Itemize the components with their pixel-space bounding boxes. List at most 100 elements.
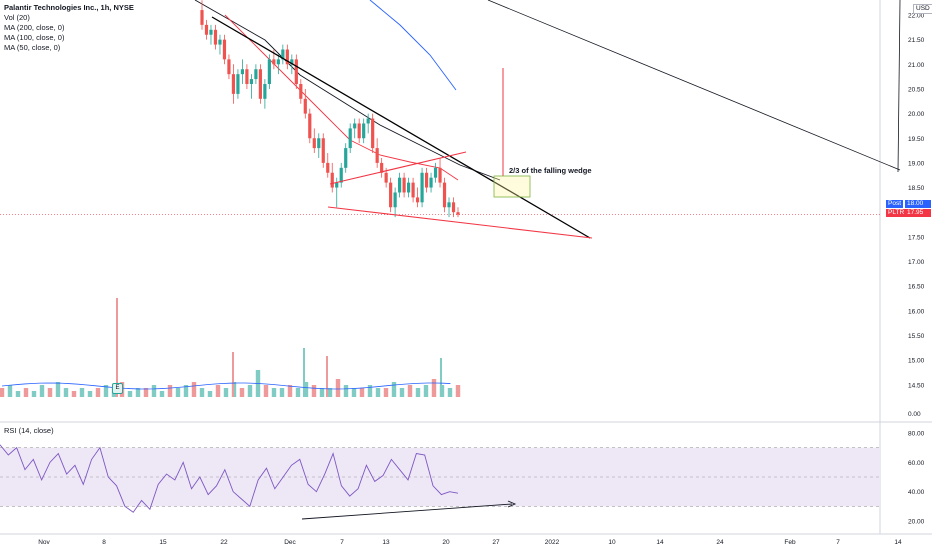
rsi-tick-label: 20.00 xyxy=(908,519,925,526)
rsi-band xyxy=(0,447,880,507)
volume-bar xyxy=(159,391,165,397)
candle-body xyxy=(281,49,285,60)
volume-bar xyxy=(232,352,234,397)
volume-bar xyxy=(279,388,285,397)
candle-body xyxy=(227,59,231,75)
volume-bar xyxy=(135,388,141,397)
candle-body xyxy=(420,172,424,203)
candle-body xyxy=(402,177,406,193)
candle-body xyxy=(424,172,429,188)
time-tick-label: 8 xyxy=(102,539,106,546)
rsi-tick-label: 40.00 xyxy=(908,489,925,496)
candle-body xyxy=(249,79,254,85)
symbol-price-value: 17.95 xyxy=(905,209,931,217)
rsi-series-line xyxy=(0,444,459,513)
volume-bar xyxy=(15,391,21,397)
legend: Palantir Technologies Inc., 1h, NYSE Vol… xyxy=(4,3,134,53)
price-tick-label: 21.00 xyxy=(908,62,925,69)
indicator-ma50[interactable]: MA (50, close, 0) xyxy=(4,43,61,52)
price-tick-label: 20.50 xyxy=(908,86,925,93)
symbol-title[interactable]: Palantir Technologies Inc., 1h, NYSE xyxy=(4,3,134,12)
candle-body xyxy=(330,172,334,188)
rsi-indicator-label[interactable]: RSI (14, close) xyxy=(4,426,54,435)
candle-body xyxy=(312,138,316,149)
price-tick-label: 19.50 xyxy=(908,136,925,143)
volume-bar xyxy=(191,382,197,397)
candle-body xyxy=(393,192,397,208)
indicator-ma100[interactable]: MA (100, close, 0) xyxy=(4,33,65,42)
target-zone-box xyxy=(493,175,531,198)
volume-bar xyxy=(116,298,118,397)
candle-body xyxy=(429,177,433,188)
candle-body xyxy=(344,148,348,168)
rsi-line xyxy=(0,444,517,520)
ma100-line xyxy=(369,0,457,91)
candle-body xyxy=(236,74,240,94)
currency-label[interactable]: USD xyxy=(913,4,932,14)
candle-body xyxy=(348,128,352,149)
volume-bar xyxy=(7,385,13,397)
volume-bar xyxy=(167,385,173,397)
time-tick-label: Dec xyxy=(284,539,296,546)
candle-body xyxy=(213,29,218,45)
price-tick-label: 17.00 xyxy=(908,259,925,266)
price-tick-label: 21.50 xyxy=(908,37,925,44)
candle-body xyxy=(222,39,227,60)
volume-bar xyxy=(47,388,53,397)
candlesticks xyxy=(200,0,460,218)
volume-bar xyxy=(95,388,101,397)
indicator-ma200[interactable]: MA (200, close, 0) xyxy=(4,23,65,32)
wedge-annotation: 2/3 of the falling wedge xyxy=(509,166,592,175)
candle-body xyxy=(433,167,438,178)
candle-body xyxy=(411,182,415,198)
candle-body xyxy=(204,24,209,35)
volume-bar xyxy=(223,388,229,397)
volume-bar xyxy=(87,391,93,397)
candle-body xyxy=(240,69,245,75)
candle-body xyxy=(366,118,370,124)
vertical-marker-line xyxy=(897,0,901,173)
trend-drawings xyxy=(0,0,901,239)
candle-body xyxy=(272,59,276,65)
candle-body xyxy=(339,167,343,183)
volume-bar xyxy=(55,382,61,397)
volume-bar xyxy=(151,385,157,397)
volume-bar xyxy=(175,388,181,397)
candle-body xyxy=(438,167,442,183)
candle-body xyxy=(276,59,280,65)
candle-body xyxy=(371,118,375,149)
volume-bar xyxy=(103,385,109,397)
indicator-volume[interactable]: Vol (20) xyxy=(4,13,30,22)
price-tick-label: 19.00 xyxy=(908,160,925,167)
volume-bar xyxy=(351,388,357,397)
ma200-line xyxy=(194,0,501,181)
candle-body xyxy=(290,59,294,65)
time-tick-label: 24 xyxy=(716,539,724,546)
volume-bar xyxy=(391,382,397,397)
candle-body xyxy=(335,182,339,188)
volume-bar xyxy=(367,385,373,397)
volume-bar xyxy=(143,388,149,397)
candle-body xyxy=(384,172,388,183)
candle-body xyxy=(406,182,411,193)
rsi-tick-label: 60.00 xyxy=(908,460,925,467)
time-tick-label: 14 xyxy=(656,539,664,546)
volume-bar xyxy=(383,388,389,397)
candle-body xyxy=(447,202,451,208)
moving-averages xyxy=(194,0,501,181)
volume-bar xyxy=(311,385,317,397)
time-tick-label: 27 xyxy=(492,539,500,546)
candle-body xyxy=(451,202,456,213)
falling-wedge-upper-trendline xyxy=(211,16,591,239)
long-term-trendline xyxy=(487,0,901,171)
volume-bar xyxy=(271,388,277,397)
volume-bar xyxy=(71,391,77,397)
volume-bar xyxy=(335,379,341,397)
candle-body xyxy=(353,123,357,129)
price-tick-label: 22.00 xyxy=(908,13,925,20)
candle-body xyxy=(375,148,379,163)
time-tick-label: 14 xyxy=(894,539,902,546)
time-tick-label: 22 xyxy=(220,539,228,546)
volume-bar xyxy=(263,385,269,397)
earnings-marker[interactable]: E xyxy=(112,383,123,394)
